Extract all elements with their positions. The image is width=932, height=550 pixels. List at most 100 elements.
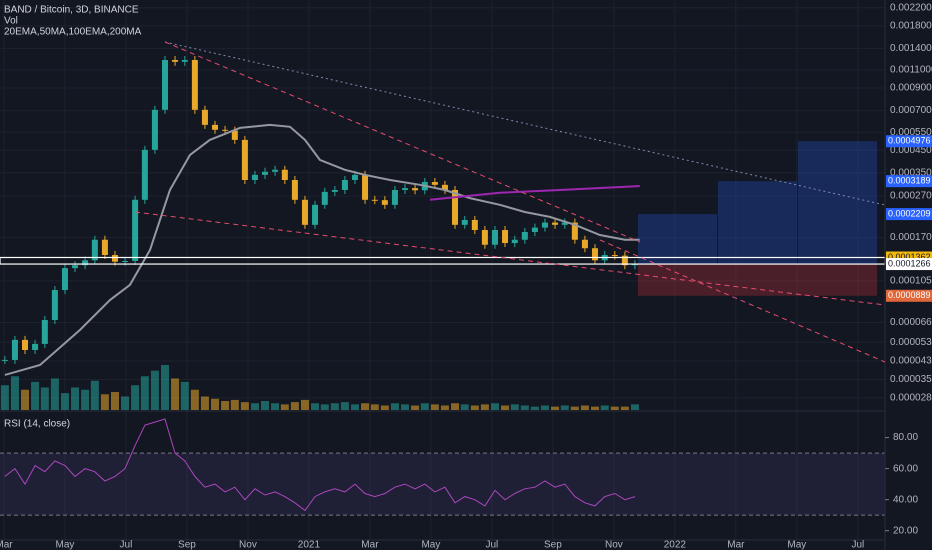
- candle-body: [281, 169, 288, 180]
- price-label-bg: [886, 135, 932, 148]
- candle-body: [581, 239, 588, 249]
- volume-bar: [330, 403, 339, 410]
- rsi-tick-label: 60.00: [893, 463, 918, 474]
- candle-body: [331, 189, 338, 192]
- volume-bar: [140, 376, 149, 410]
- volume-bar: [180, 381, 189, 410]
- ma200-line: [429, 185, 640, 201]
- target-box: [718, 181, 797, 265]
- layer: [0, 55, 886, 512]
- chart-title: BAND / Bitcoin, 3D, BINANCE: [4, 5, 139, 16]
- candle-body: [1, 359, 8, 361]
- volume-bar: [361, 403, 370, 410]
- volume-bar: [380, 405, 389, 410]
- volume-bar: [131, 385, 140, 410]
- volume-bar: [21, 389, 30, 410]
- price-label-bg: [886, 208, 932, 221]
- candle-body: [191, 59, 198, 110]
- x-tick-label: 2021: [298, 540, 321, 550]
- candle-body: [91, 239, 98, 261]
- volume-bar: [210, 398, 219, 410]
- volume-bar: [530, 406, 539, 410]
- candle-body: [541, 222, 548, 228]
- candle-body: [51, 290, 58, 320]
- candle-body: [621, 255, 628, 266]
- candle-body: [351, 174, 358, 180]
- candle-body: [491, 230, 498, 245]
- volume-bar: [370, 404, 379, 410]
- candle-body: [312, 204, 319, 225]
- candle-body: [481, 230, 488, 245]
- x-tick-label: Mar: [0, 540, 13, 550]
- candle-body: [122, 260, 129, 262]
- volume-bar: [440, 405, 449, 410]
- x-tick-label: May: [421, 540, 440, 550]
- volume-bar: [620, 406, 629, 410]
- volume-bar: [580, 405, 589, 410]
- candle-body: [201, 109, 208, 125]
- price-label: 0.0001266: [888, 258, 931, 268]
- candle-body: [151, 109, 158, 150]
- volume-bar: [171, 378, 180, 410]
- volume-bar: [350, 404, 359, 410]
- volume-bar: [71, 387, 80, 410]
- volume-bar: [261, 401, 270, 410]
- candle-body: [172, 59, 179, 62]
- volume-bar: [460, 404, 469, 410]
- candle-body: [441, 184, 448, 190]
- volume-bar: [90, 380, 99, 410]
- x-tick-label: Mar: [727, 540, 745, 550]
- candle-body: [11, 339, 18, 360]
- price-label: 0.0000889: [888, 290, 931, 300]
- candle-body: [181, 59, 188, 62]
- volume-bar: [250, 403, 259, 410]
- volume-bar: [290, 402, 299, 410]
- volume-bar: [510, 404, 519, 410]
- candle-body: [22, 339, 29, 350]
- target-box: [638, 214, 717, 265]
- volume-bar: [200, 396, 209, 410]
- rsi-tick-label: 80.00: [893, 432, 918, 443]
- volume-bar: [551, 406, 560, 410]
- candle-body: [222, 129, 229, 131]
- rsi-band: [0, 453, 885, 516]
- volume-bar: [411, 405, 420, 410]
- volume-bar: [470, 405, 479, 410]
- volume-bar: [81, 389, 90, 410]
- candle-body: [502, 230, 509, 244]
- volume-bar: [390, 403, 399, 410]
- volume-bar: [150, 370, 159, 410]
- candle-body: [272, 169, 279, 172]
- price-label: 0.0004976: [888, 136, 931, 146]
- candle-body: [391, 189, 398, 205]
- candle-body: [552, 222, 559, 225]
- rsi-tick-label: 40.00: [893, 494, 918, 505]
- candle-body: [61, 268, 68, 291]
- price-label: 0.0001362: [888, 252, 931, 262]
- candle-body: [461, 219, 468, 225]
- candle-body: [211, 124, 218, 130]
- price-label-bg: [886, 175, 932, 188]
- candle-body: [111, 255, 118, 262]
- volume-bar: [40, 387, 49, 410]
- candle-body: [141, 149, 148, 200]
- volume-bar: [420, 403, 429, 410]
- volume-bar: [570, 406, 579, 410]
- volume-bar: [240, 402, 249, 410]
- candle-body: [161, 59, 168, 110]
- rsi-tick-label: 20.00: [893, 525, 918, 536]
- candle-body: [231, 130, 238, 140]
- candle-body: [591, 248, 598, 261]
- x-tick-label: May: [787, 540, 806, 550]
- volume-bar: [590, 406, 599, 410]
- candle-body: [611, 255, 618, 257]
- y-tick-label: 0.0000285: [890, 393, 932, 404]
